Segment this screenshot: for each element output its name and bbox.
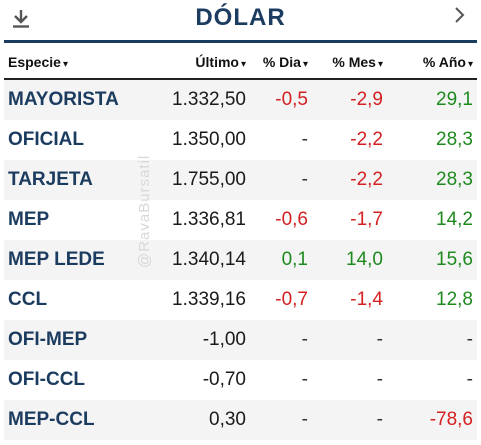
dia-cell: - [250, 360, 312, 400]
dia-cell: 0,1 [250, 240, 312, 280]
mes-cell: - [312, 400, 387, 440]
table-row[interactable]: TARJETA 1.755,00 - -2,2 28,3 [4, 160, 477, 200]
ultimo-cell: 1.340,14 [154, 240, 250, 280]
table-row[interactable]: CCL 1.339,16 -0,7 -1,4 12,8 [4, 280, 477, 320]
mes-cell: -2,2 [312, 120, 387, 160]
ultimo-cell: -1,00 [154, 320, 250, 360]
dia-cell: -0,7 [250, 280, 312, 320]
ano-cell: 15,6 [387, 240, 477, 280]
ano-cell: -78,6 [387, 400, 477, 440]
especie-cell[interactable]: MEP [4, 200, 154, 240]
column-header-especie[interactable]: Especie ▾ [4, 46, 154, 80]
mes-cell: -1,7 [312, 200, 387, 240]
sort-icon: ▾ [377, 59, 383, 70]
dia-cell: - [250, 400, 312, 440]
ultimo-cell: 1.350,00 [154, 120, 250, 160]
quotes-table: Especie ▾ Último ▾ % Dia ▾ % Mes ▾ % Año ▾ MA… [4, 46, 477, 440]
table-row[interactable]: MAYORISTA 1.332,50 -0,5 -2,9 29,1 [4, 79, 477, 120]
especie-cell[interactable]: MEP LEDE [4, 240, 154, 280]
especie-cell[interactable]: OFI-MEP [4, 320, 154, 360]
dia-cell: -0,6 [250, 200, 312, 240]
ultimo-cell: 1.336,81 [154, 200, 250, 240]
sort-icon: ▾ [240, 59, 246, 70]
table-row[interactable]: OFI-MEP -1,00 - - - [4, 320, 477, 360]
ultimo-cell: 0,30 [154, 400, 250, 440]
column-header-dia[interactable]: % Dia ▾ [250, 46, 312, 80]
dia-cell: -0,5 [250, 79, 312, 120]
especie-cell[interactable]: MEP-CCL [4, 400, 154, 440]
sort-icon: ▾ [302, 59, 308, 70]
especie-cell[interactable]: CCL [4, 280, 154, 320]
ultimo-cell: 1.755,00 [154, 160, 250, 200]
sort-icon: ▾ [467, 59, 473, 70]
column-header-ano[interactable]: % Año ▾ [387, 46, 477, 80]
especie-cell[interactable]: TARJETA [4, 160, 154, 200]
ano-cell: - [387, 360, 477, 400]
table-row[interactable]: OFICIAL 1.350,00 - -2,2 28,3 [4, 120, 477, 160]
dia-cell: - [250, 120, 312, 160]
page-title: DÓLAR [195, 4, 286, 31]
table-row[interactable]: MEP-CCL 0,30 - - -78,6 [4, 400, 477, 440]
ano-cell: 12,8 [387, 280, 477, 320]
especie-cell[interactable]: MAYORISTA [4, 79, 154, 120]
header: DÓLAR [0, 0, 481, 40]
column-header-ultimo[interactable]: Último ▾ [154, 46, 250, 80]
table-header-row: Especie ▾ Último ▾ % Dia ▾ % Mes ▾ % Año ▾ [4, 46, 477, 80]
mes-cell: -1,4 [312, 280, 387, 320]
ano-cell: 29,1 [387, 79, 477, 120]
ultimo-cell: 1.339,16 [154, 280, 250, 320]
mes-cell: - [312, 360, 387, 400]
especie-cell[interactable]: OFICIAL [4, 120, 154, 160]
ultimo-cell: 1.332,50 [154, 79, 250, 120]
mes-cell: -2,9 [312, 79, 387, 120]
table-row[interactable]: OFI-CCL -0,70 - - - [4, 360, 477, 400]
ano-cell: 14,2 [387, 200, 477, 240]
mes-cell: - [312, 320, 387, 360]
ano-cell: 28,3 [387, 160, 477, 200]
mes-cell: 14,0 [312, 240, 387, 280]
table-row[interactable]: MEP 1.336,81 -0,6 -1,7 14,2 [4, 200, 477, 240]
ano-cell: - [387, 320, 477, 360]
ano-cell: 28,3 [387, 120, 477, 160]
dia-cell: - [250, 320, 312, 360]
column-header-mes[interactable]: % Mes ▾ [312, 46, 387, 80]
mes-cell: -2,2 [312, 160, 387, 200]
chevron-right-icon[interactable] [453, 5, 467, 25]
ultimo-cell: -0,70 [154, 360, 250, 400]
download-icon[interactable] [10, 8, 32, 30]
dia-cell: - [250, 160, 312, 200]
table-row[interactable]: MEP LEDE 1.340,14 0,1 14,0 15,6 [4, 240, 477, 280]
title-divider [4, 40, 477, 43]
especie-cell[interactable]: OFI-CCL [4, 360, 154, 400]
sort-icon: ▾ [62, 59, 68, 70]
